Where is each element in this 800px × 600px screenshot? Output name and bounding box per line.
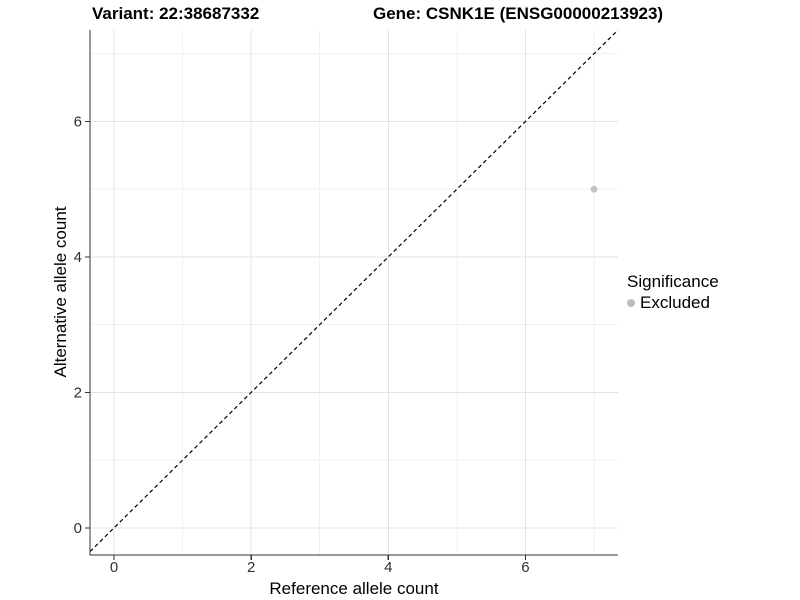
- data-point: [590, 185, 598, 193]
- plot-title-variant: Variant: 22:38687332: [92, 4, 260, 23]
- legend-point-icon: [627, 298, 635, 307]
- x-tick-label: 4: [384, 559, 392, 576]
- legend: Significance Excluded: [627, 271, 719, 313]
- y-axis-title: Alternative allele count: [51, 206, 70, 378]
- legend-item-label: Excluded: [640, 293, 710, 312]
- plot-title-gene: Gene: CSNK1E (ENSG00000213923): [373, 4, 664, 23]
- x-tick-label: 6: [521, 559, 529, 576]
- x-tick-label: 2: [247, 559, 255, 576]
- y-tick-label: 0: [74, 520, 82, 537]
- y-tick-label: 6: [74, 113, 82, 130]
- legend-item: Excluded: [627, 292, 719, 313]
- identity-dashed-line: [89, 29, 619, 553]
- x-axis-title: Reference allele count: [269, 579, 439, 598]
- x-tick-label: 0: [110, 559, 118, 576]
- y-tick-label: 2: [74, 384, 82, 401]
- y-tick-label: 4: [74, 249, 82, 266]
- legend-title: Significance: [627, 272, 719, 291]
